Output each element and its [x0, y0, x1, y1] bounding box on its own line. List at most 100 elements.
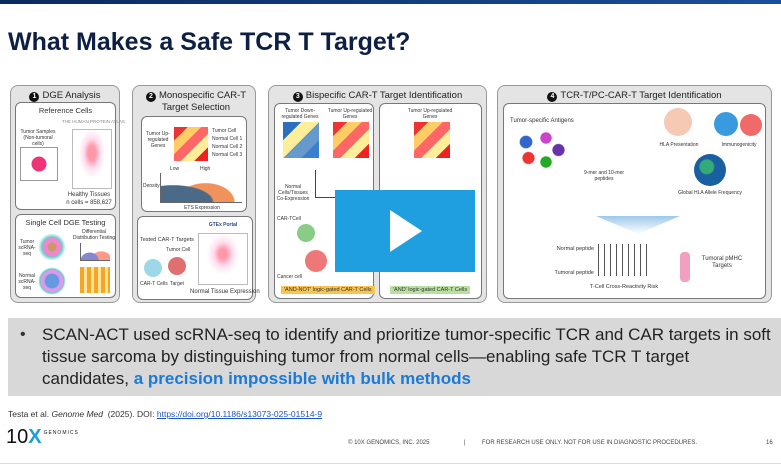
panel-tcr-target: 4 TCR-T/PC-CAR-T Target Identification Tu… [497, 85, 772, 303]
label: Normal scRNA-seq [18, 273, 36, 291]
video-play-button[interactable] [335, 190, 475, 272]
label: Tumor scRNA-seq [18, 239, 36, 257]
panel-title: Bispecific CAR-T Target Identification [305, 90, 463, 101]
cart-cell [144, 259, 162, 277]
doi-link[interactable]: https://doi.org/10.1186/s13073-025-01514… [156, 409, 323, 419]
legend-item: Normal Cell 3 [212, 152, 243, 158]
copyright: © 10X GENOMICS, INC. 2025 [348, 440, 430, 446]
key-point-body: SCAN-ACT used scRNA-seq to identify and … [42, 325, 771, 388]
legend-item: Tumor Cell [212, 128, 237, 134]
label: Tumoral pMHC Targets [701, 256, 743, 269]
and-label: 'AND' logic-gated CAR-T Cells [390, 286, 471, 294]
tumor-image [20, 147, 58, 181]
hla-cell [664, 108, 692, 136]
cancer-cell [305, 250, 327, 272]
tested-targets-box: Tested CAR-T Targets Tumor Cell CAR-T Ce… [137, 216, 260, 300]
density-plot [160, 173, 242, 203]
key-point-box: • SCAN-ACT used scRNA-seq to identify an… [8, 318, 781, 396]
citation-journal: Genome Med [51, 409, 103, 419]
and-not-label: 'AND-NOT' logic-gated CAR-T Cells [281, 286, 375, 294]
label: Tumoral peptide [554, 270, 594, 276]
globe-icon [694, 154, 726, 186]
heatmap [80, 267, 110, 293]
label: Healthy Tissues [67, 192, 111, 198]
divider [0, 463, 781, 464]
slide-title: What Makes a Safe TCR T Target? [8, 28, 411, 56]
label: Tumor Down-regulated Genes [281, 108, 319, 120]
label: 9-mer and 10-mer peptides [584, 170, 625, 182]
antigen-icons [516, 130, 566, 170]
citation: Testa et al. Genome Med (2025). DOI: htt… [8, 409, 322, 419]
legend-item: Normal Cell 1 [212, 136, 243, 142]
disclaimer: FOR RESEARCH USE ONLY. NOT FOR USE IN DI… [482, 440, 698, 446]
step-number: 3 [292, 92, 303, 102]
label: ETS Expression [184, 205, 220, 211]
logo-x: X [28, 426, 42, 448]
panel-title: TCR-T/PC-CAR-T Target Identification [560, 90, 722, 101]
label: Normal Cells/Tissues Co-Expression [276, 184, 310, 202]
reference-cells-box: Reference Cells Tumor Samples (Non-tumor… [15, 102, 125, 210]
key-point-highlight: a precision impossible with bulk methods [133, 369, 471, 388]
label: HLA Presentation [659, 142, 699, 148]
umap-tumor [38, 233, 66, 261]
label: Normal Tissue Expression [190, 289, 260, 295]
page-number: 16 [766, 440, 773, 446]
tumor-cell [740, 114, 762, 136]
subpanel-title: Single Cell DGE Testing [25, 218, 106, 227]
label: Tested CAR-T Targets [140, 237, 194, 243]
t-cell [714, 112, 738, 136]
label: Global HLA Allele Frequency [678, 190, 742, 196]
label: Immunogenicity [721, 142, 757, 148]
body-atlas-image [72, 129, 112, 189]
10x-genomics-logo: 10X GENOMICS [6, 426, 79, 449]
label: Tumor Up-regulated Genes [327, 108, 373, 120]
label: THE HUMAN PROTEIN ATLAS [62, 119, 125, 124]
panel-dge-analysis: 1 DGE Analysis Reference Cells Tumor Samp… [10, 85, 125, 303]
panel-monospecific-cart: 2 Monospecific CAR-T Target Selection Tum… [132, 85, 260, 303]
separator: | [464, 440, 466, 446]
umap-normal [38, 267, 66, 295]
key-point-text: SCAN-ACT used scRNA-seq to identify and … [42, 324, 772, 390]
label: GTEx Portal [208, 222, 238, 228]
logo-word: GENOMICS [43, 430, 79, 436]
label: High [200, 166, 211, 172]
label: Target [170, 281, 184, 287]
label: Tumor-specific Antigens [510, 118, 574, 124]
play-icon [390, 210, 422, 252]
top-accent-bar [0, 0, 781, 4]
step-number: 1 [29, 92, 40, 102]
single-cell-dge-box: Single Cell DGE Testing Tumor scRNA-seq … [15, 214, 116, 298]
citation-authors: Testa et al. [8, 409, 50, 419]
label: Low [170, 166, 180, 172]
label: CAR-TCell [277, 216, 301, 222]
step-number: 2 [145, 92, 156, 102]
label: Normal peptide [556, 246, 594, 252]
panel-title: Monospecific CAR-T Target Selection [158, 90, 247, 113]
heatmap [414, 122, 450, 158]
tumor-cell [168, 257, 186, 275]
label: n cells = 858,627 [66, 200, 112, 206]
heatmap [333, 122, 369, 158]
pmhc-icon [680, 252, 690, 282]
label: Density [143, 183, 160, 189]
label: T-Cell Cross-Reactivity Risk [589, 284, 659, 290]
cart-cell [297, 224, 315, 242]
funnel-arrow [596, 216, 680, 234]
target-selection-box: Tumor Up-regulated Genes Tumor Cell Norm… [141, 116, 247, 212]
label: CAR-T Cells [140, 281, 168, 287]
and-not-box: Tumor Down-regulated Genes Tumor Up-regu… [274, 103, 375, 299]
scatter-plot [315, 170, 349, 198]
legend-item: Normal Cell 2 [212, 144, 243, 150]
label: Tumor Up-regulated Genes [146, 131, 170, 149]
heatmap [283, 122, 319, 158]
citation-year: (2025). DOI: [107, 409, 155, 419]
body-atlas-image [198, 233, 248, 285]
density-plot [80, 243, 110, 261]
label: Tumor Cell [166, 247, 191, 253]
label: Tumor Samples (Non-tumoral cells) [20, 129, 56, 147]
logo-number: 10 [6, 426, 29, 448]
step-number: 4 [547, 92, 558, 102]
heatmap [174, 127, 208, 161]
bullet-icon: • [20, 326, 26, 343]
label: Differential Distribution Testing [72, 229, 116, 241]
